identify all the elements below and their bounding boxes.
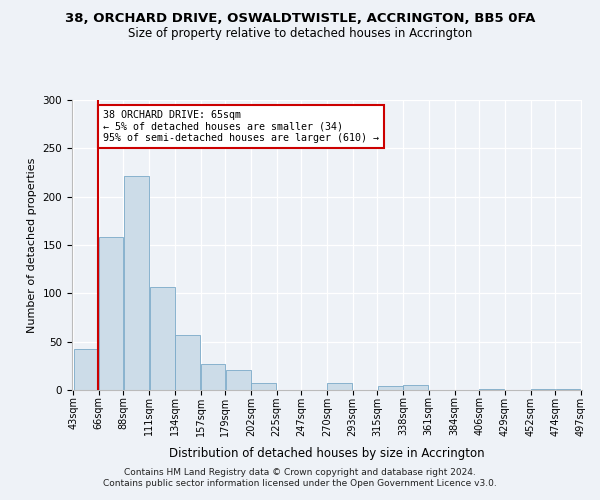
Bar <box>226 370 251 390</box>
Text: Distribution of detached houses by size in Accrington: Distribution of detached houses by size … <box>169 448 485 460</box>
Text: Contains HM Land Registry data © Crown copyright and database right 2024.
Contai: Contains HM Land Registry data © Crown c… <box>103 468 497 487</box>
Bar <box>149 286 175 390</box>
Bar <box>328 383 352 390</box>
Bar <box>124 176 149 390</box>
Bar <box>99 238 123 390</box>
Text: 38 ORCHARD DRIVE: 65sqm
← 5% of detached houses are smaller (34)
95% of semi-det: 38 ORCHARD DRIVE: 65sqm ← 5% of detached… <box>103 110 379 143</box>
Text: 38, ORCHARD DRIVE, OSWALDTWISTLE, ACCRINGTON, BB5 0FA: 38, ORCHARD DRIVE, OSWALDTWISTLE, ACCRIN… <box>65 12 535 26</box>
Bar <box>175 335 200 390</box>
Bar <box>479 389 505 390</box>
Text: Size of property relative to detached houses in Accrington: Size of property relative to detached ho… <box>128 28 472 40</box>
Bar <box>556 389 580 390</box>
Bar <box>531 389 555 390</box>
Bar <box>403 385 428 390</box>
Y-axis label: Number of detached properties: Number of detached properties <box>27 158 37 332</box>
Bar <box>201 364 225 390</box>
Bar <box>74 350 98 390</box>
Bar <box>251 383 276 390</box>
Bar <box>378 386 403 390</box>
